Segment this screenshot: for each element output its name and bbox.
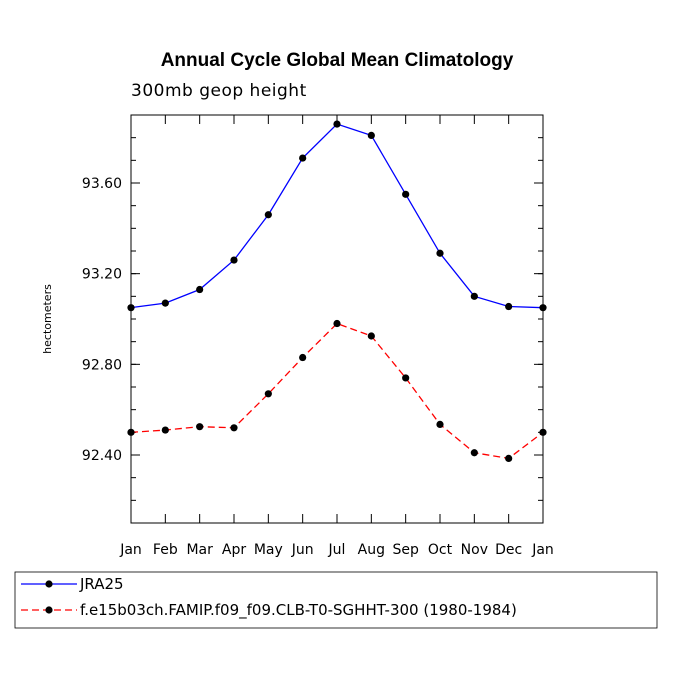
x-tick-label: Feb <box>153 542 178 558</box>
data-point <box>436 249 444 257</box>
legend-box <box>14 571 658 629</box>
x-tick-label: Jan <box>531 542 554 558</box>
series-group <box>127 120 547 462</box>
data-point <box>333 120 341 128</box>
data-point <box>196 423 204 431</box>
x-tick-label: Mar <box>186 542 213 558</box>
data-point <box>264 211 272 219</box>
data-point <box>436 420 444 428</box>
y-axis-label: hectometers <box>41 284 54 354</box>
plot-frame <box>130 114 544 524</box>
data-point <box>299 353 307 362</box>
legend-marker <box>45 606 53 614</box>
x-tick-label: Sep <box>392 542 419 558</box>
data-point <box>264 390 272 398</box>
data-point <box>367 131 375 139</box>
x-tick-label: May <box>254 542 283 558</box>
data-point <box>470 292 478 300</box>
data-point <box>127 428 135 436</box>
x-tick-label: Jul <box>328 542 346 558</box>
data-point <box>230 424 238 432</box>
axis-tick-labels: Jan Feb Mar Apr May Jun Jul Aug Sep Oct Nov Dec Jan 9… <box>82 176 554 558</box>
x-tick-label: Apr <box>222 542 246 558</box>
data-point <box>505 454 513 462</box>
data-point <box>470 449 478 457</box>
x-tick-label: Dec <box>495 542 522 558</box>
data-point <box>402 190 410 198</box>
data-point <box>333 319 341 328</box>
data-point <box>539 428 547 436</box>
data-point <box>299 154 307 162</box>
x-tick-label: Jun <box>291 542 314 558</box>
y-tick-label: 93.20 <box>82 267 122 283</box>
data-point <box>539 304 547 312</box>
data-point <box>161 426 169 434</box>
x-tick-label: Oct <box>428 542 453 558</box>
legend: JRA25 f.e15b03ch.FAMIP.f09_f09.CLB-T0-SGH… <box>21 575 517 620</box>
axis-ticks <box>130 114 544 524</box>
legend-label: f.e15b03ch.FAMIP.f09_f09.CLB-T0-SGHHT-30… <box>80 601 517 620</box>
x-tick-label: Aug <box>358 542 385 558</box>
y-tick-label: 92.40 <box>82 448 122 464</box>
data-point <box>367 332 375 340</box>
series-line-1 <box>130 322 544 460</box>
data-point <box>230 256 238 264</box>
x-tick-label: Jan <box>119 542 142 558</box>
data-point <box>196 285 204 294</box>
chart-subtitle: 300mb geop height <box>131 81 307 101</box>
y-tick-label: 93.60 <box>82 176 122 192</box>
data-point <box>402 374 410 382</box>
chart-title: Annual Cycle Global Mean Climatology <box>161 50 514 71</box>
series-line-0 <box>130 123 544 309</box>
data-point <box>505 302 513 311</box>
data-point <box>127 304 135 312</box>
legend-marker <box>45 580 53 588</box>
y-tick-label: 92.80 <box>82 357 122 373</box>
data-point <box>161 299 169 307</box>
x-tick-label: Nov <box>461 542 488 558</box>
legend-label: JRA25 <box>79 575 124 593</box>
